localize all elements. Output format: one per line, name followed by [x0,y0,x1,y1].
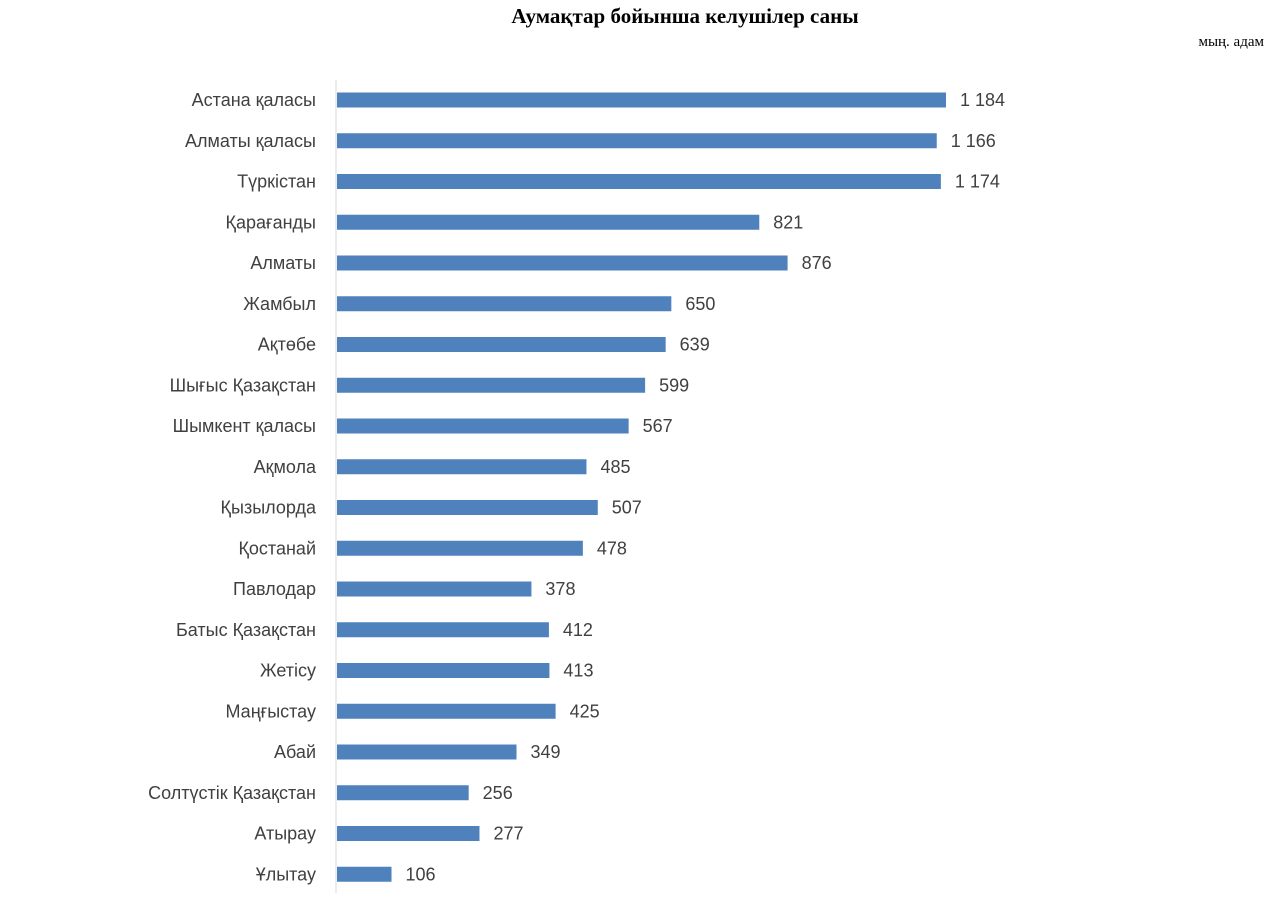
category-label: Жамбыл [243,294,316,314]
bar [337,459,587,475]
bar [337,663,550,678]
value-label: 485 [600,457,630,477]
category-label: Ақтөбе [258,335,316,355]
value-label: 507 [612,498,642,518]
value-label: 106 [406,864,436,884]
category-label: Түркістан [237,172,316,192]
value-label: 478 [597,538,627,558]
category-label: Павлодар [233,579,316,599]
category-label: Қызылорда [221,498,317,518]
bar [337,255,788,271]
bar [337,744,517,760]
bar [337,622,549,638]
bar [337,418,629,434]
bar [337,540,583,556]
category-label: Абай [274,742,316,762]
value-label: 599 [659,375,689,395]
value-label: 412 [563,620,593,640]
bar [337,866,392,882]
category-label: Жетісу [260,661,316,681]
category-label: Шымкент қаласы [173,416,316,436]
value-label: 567 [643,416,673,436]
value-label: 413 [563,661,593,681]
bar [337,377,646,393]
chart-title: Аумақтар бойынша келушілер саны [511,4,859,28]
value-label: 425 [570,701,600,721]
bar [337,337,666,352]
value-label: 650 [685,294,715,314]
category-label: Ақмола [254,457,317,477]
value-label: 876 [802,253,832,273]
category-label: Шығыс Қазақстан [170,375,316,395]
category-label: Астана қаласы [192,90,316,110]
bar [337,581,532,597]
category-label: Ұлытау [256,864,316,884]
category-label: Қостанай [238,538,316,558]
bar [337,133,937,149]
value-label: 1 166 [951,131,996,151]
value-label: 277 [493,824,523,844]
value-label: 639 [680,335,710,355]
bar [337,500,598,515]
category-label: Батыс Қазақстан [176,620,316,640]
bars-group [337,92,946,882]
category-labels: Астана қаласы Алматы қаласы Түркістан Қарағ… [148,90,317,884]
category-label: Қарағанды [226,212,316,232]
value-label: 349 [531,742,561,762]
bar [337,174,941,189]
value-label: 1 174 [955,172,1000,192]
bar [337,214,760,230]
bar [337,785,469,801]
bar [337,92,946,108]
value-label: 256 [483,783,513,803]
value-labels: 1 184 1 166 1 174 821 876 650 639 599 567 485 507 4… [406,90,1006,884]
category-label: Атырау [254,824,316,844]
bar [337,826,480,841]
value-label: 378 [545,579,575,599]
category-label: Солтүстік Қазақстан [148,783,316,803]
bar [337,296,672,312]
bar [337,703,556,719]
value-label: 1 184 [960,90,1005,110]
value-label: 821 [773,212,803,232]
category-label: Маңғыстау [225,701,316,721]
category-label: Алматы қаласы [185,131,316,151]
category-label: Алматы [250,253,316,273]
unit-label: мың. адам [1198,34,1264,50]
